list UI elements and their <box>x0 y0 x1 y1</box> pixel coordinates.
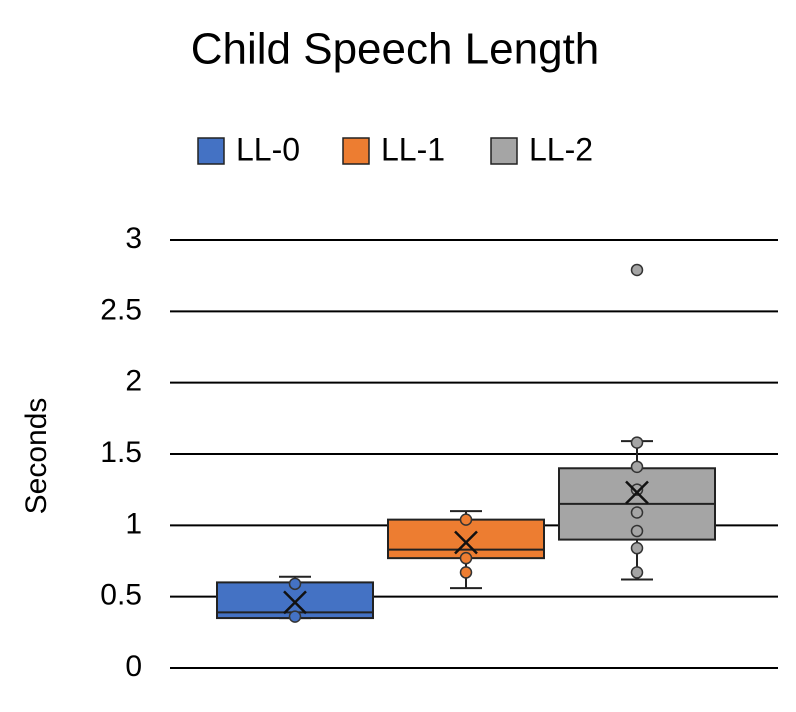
y-tick-label: 2.5 <box>100 293 142 326</box>
y-tick-label: 0 <box>125 650 142 683</box>
legend-label: LL-0 <box>236 131 300 167</box>
data-point <box>630 263 644 277</box>
y-tick-label: 1.5 <box>100 436 142 469</box>
y-axis-label: Seconds <box>20 398 53 515</box>
y-tick-label: 1 <box>125 507 142 540</box>
legend-label: LL-1 <box>381 131 445 167</box>
mean-marker <box>454 530 478 555</box>
data-point <box>459 513 473 526</box>
y-tick-label: 3 <box>125 222 142 255</box>
legend-swatch <box>490 137 518 165</box>
data-point <box>630 524 644 538</box>
legend-swatch <box>197 137 225 165</box>
data-point <box>288 577 302 591</box>
data-point <box>630 506 644 519</box>
mean-marker <box>625 480 649 505</box>
y-tick-label: 0.5 <box>100 579 142 612</box>
data-point <box>459 551 473 565</box>
data-point <box>459 566 473 579</box>
data-point <box>630 460 644 474</box>
data-point <box>288 610 302 623</box>
legend-label: LL-2 <box>529 131 593 167</box>
data-point <box>630 566 644 579</box>
mean-marker <box>283 590 307 615</box>
box <box>387 518 545 560</box>
data-point <box>630 436 644 449</box>
data-point <box>630 541 644 555</box>
y-tick-label: 2 <box>125 365 142 398</box>
chart-title: Child Speech Length <box>191 25 600 74</box>
legend-swatch <box>342 137 370 165</box>
data-point <box>630 483 644 496</box>
